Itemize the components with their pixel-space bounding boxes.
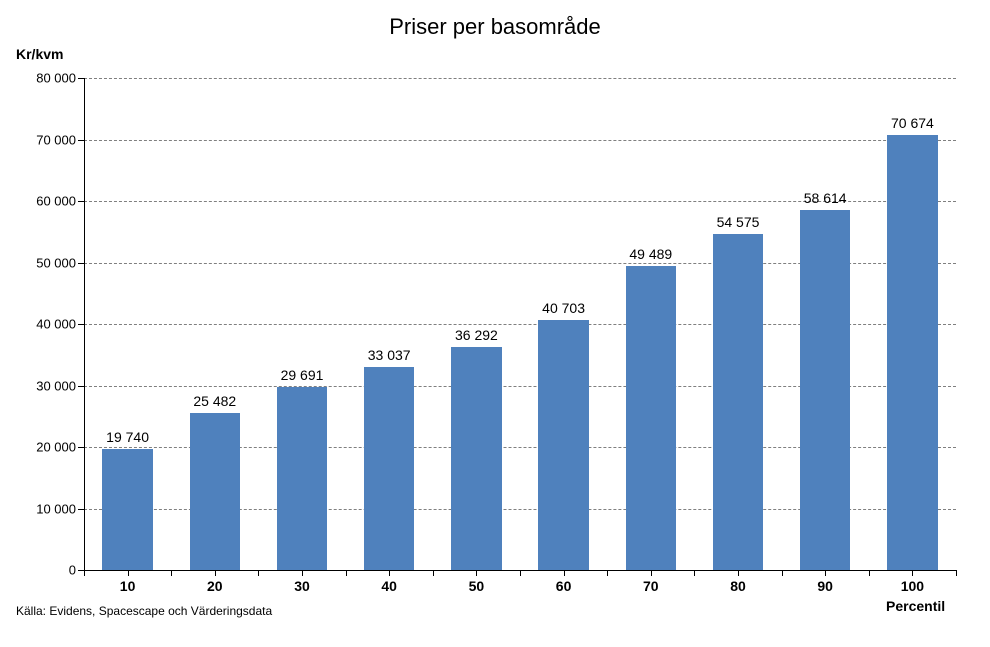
bar-value-label: 29 691 — [281, 367, 324, 387]
y-axis-title: Kr/kvm — [16, 46, 63, 62]
bar — [190, 413, 241, 570]
bar-value-label: 33 037 — [368, 347, 411, 367]
y-tick-label: 30 000 — [36, 378, 84, 393]
bar-value-label: 58 614 — [804, 190, 847, 210]
bar — [364, 367, 415, 570]
y-tick-label: 0 — [69, 563, 84, 578]
x-boundary-tick — [433, 570, 434, 576]
gridline — [84, 78, 956, 79]
x-boundary-tick — [346, 570, 347, 576]
x-tick-label: 70 — [643, 570, 659, 594]
bar-chart: Priser per basområde Kr/kvm 010 00020 00… — [0, 0, 990, 647]
x-axis-title: Percentil — [886, 598, 945, 614]
x-boundary-tick — [869, 570, 870, 576]
y-axis-line — [84, 78, 85, 570]
bar — [538, 320, 589, 570]
x-boundary-tick — [694, 570, 695, 576]
bar — [800, 210, 851, 570]
bar-value-label: 49 489 — [629, 246, 672, 266]
x-boundary-tick — [607, 570, 608, 576]
bar — [887, 135, 938, 570]
bar — [451, 347, 502, 570]
x-tick-label: 20 — [207, 570, 223, 594]
y-tick-label: 60 000 — [36, 194, 84, 209]
x-tick-label: 80 — [730, 570, 746, 594]
y-tick-label: 70 000 — [36, 132, 84, 147]
source-text: Källa: Evidens, Spacescape och Värdering… — [16, 604, 272, 618]
gridline — [84, 140, 956, 141]
x-boundary-tick — [782, 570, 783, 576]
bar-value-label: 36 292 — [455, 327, 498, 347]
x-tick-label: 100 — [901, 570, 924, 594]
x-boundary-tick — [258, 570, 259, 576]
y-tick-label: 20 000 — [36, 440, 84, 455]
bar — [102, 449, 153, 570]
x-tick-label: 30 — [294, 570, 310, 594]
x-boundary-tick — [84, 570, 85, 576]
bar-value-label: 70 674 — [891, 115, 934, 135]
x-boundary-tick — [956, 570, 957, 576]
y-tick-label: 50 000 — [36, 255, 84, 270]
bar — [713, 234, 764, 570]
bar — [626, 266, 677, 570]
y-tick-label: 40 000 — [36, 317, 84, 332]
y-tick-label: 80 000 — [36, 71, 84, 86]
bar-value-label: 19 740 — [106, 429, 149, 449]
y-tick-label: 10 000 — [36, 501, 84, 516]
bar-value-label: 40 703 — [542, 300, 585, 320]
x-tick-label: 90 — [817, 570, 833, 594]
x-tick-label: 10 — [120, 570, 136, 594]
x-boundary-tick — [520, 570, 521, 576]
x-tick-label: 40 — [381, 570, 397, 594]
bar-value-label: 54 575 — [717, 214, 760, 234]
plot-area: 010 00020 00030 00040 00050 00060 00070 … — [84, 78, 956, 570]
bar-value-label: 25 482 — [193, 393, 236, 413]
bar — [277, 387, 328, 570]
x-boundary-tick — [171, 570, 172, 576]
x-tick-label: 60 — [556, 570, 572, 594]
x-tick-label: 50 — [469, 570, 485, 594]
chart-title: Priser per basområde — [0, 14, 990, 40]
